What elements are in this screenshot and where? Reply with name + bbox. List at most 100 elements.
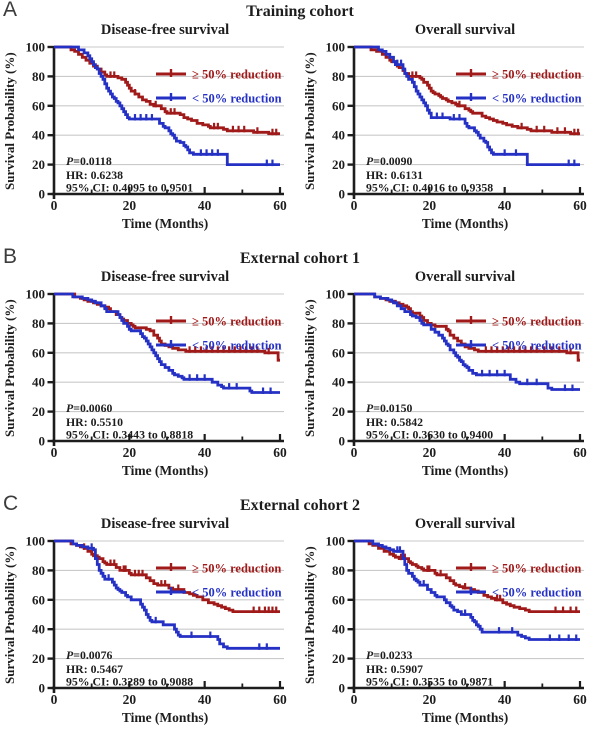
- legend-label-ge50: ≥ 50% reduction: [192, 315, 281, 329]
- stat-confidence-interval: 95% CI: 0.3443 to 0.8818: [66, 428, 193, 442]
- curve-ge50-reduction: [54, 539, 280, 613]
- stat-hazard-ratio: HR: 0.6238: [66, 168, 123, 182]
- x-axis-label: Time (Months): [421, 216, 509, 231]
- y-tick-label: 40: [332, 375, 345, 390]
- panel-letter-a: A: [3, 0, 18, 21]
- legend-label-lt50: < 50% reduction: [492, 339, 582, 353]
- plot-body: Survival Probability (%) 0 20 40 60 80 100 0 20…: [300, 533, 600, 711]
- charts-pair: Disease-free survival Survival Probabili…: [0, 515, 600, 726]
- y-tick-label: 60: [332, 98, 345, 113]
- x-tick-label: 0: [51, 198, 58, 213]
- stat-confidence-interval: 95% CI: 0.3535 to 0.9871: [366, 675, 493, 689]
- y-tick-label: 80: [32, 316, 45, 331]
- chart-title: Overall survival: [414, 22, 516, 38]
- y-tick-label: 40: [332, 622, 345, 637]
- stat-p-value: P=0.0076: [66, 648, 112, 662]
- x-tick-label: 60: [573, 198, 587, 213]
- legend-label-ge50: ≥ 50% reduction: [492, 562, 581, 576]
- cohort-title-external-1: External cohort 1: [240, 250, 360, 267]
- stat-p-value: P=0.0090: [366, 154, 412, 168]
- y-tick-label: 80: [32, 563, 45, 578]
- y-tick-label: 100: [26, 40, 46, 55]
- stat-hazard-ratio: HR: 0.5842: [366, 415, 423, 429]
- legend-label-ge50: ≥ 50% reduction: [492, 315, 581, 329]
- legend-label-lt50: < 50% reduction: [192, 92, 282, 106]
- stat-p-value: P=0.0060: [66, 401, 112, 415]
- stat-hazard-ratio: HR: 0.5510: [66, 415, 123, 429]
- y-tick-label: 60: [32, 592, 45, 607]
- legend-label-lt50: < 50% reduction: [492, 92, 582, 106]
- y-tick-label: 80: [332, 316, 345, 331]
- x-tick-label: 40: [198, 445, 212, 460]
- km-chart-external2-dfs: Disease-free survival Survival Probabili…: [0, 515, 300, 726]
- curve-ge50-reduction: [354, 539, 580, 613]
- x-tick-label: 0: [351, 198, 358, 213]
- x-tick-label: 20: [423, 692, 437, 707]
- x-tick-label: 20: [123, 198, 137, 213]
- legend-label-ge50: ≥ 50% reduction: [192, 562, 281, 576]
- y-axis-label: Survival Probability (%): [302, 52, 317, 190]
- plot-body: Survival Probability (%) 0 20 40 60 80 100 0 20…: [0, 533, 300, 711]
- stat-hazard-ratio: HR: 0.5907: [366, 662, 423, 676]
- x-tick-label: 60: [573, 692, 587, 707]
- stat-hazard-ratio: HR: 0.5467: [66, 662, 123, 676]
- y-tick-label: 0: [339, 681, 346, 696]
- y-tick-label: 20: [332, 651, 345, 666]
- curve-lt50-reduction: [354, 292, 580, 391]
- x-axis-label: Time (Months): [421, 463, 509, 478]
- x-tick-label: 60: [273, 445, 287, 460]
- legend-label-ge50: ≥ 50% reduction: [492, 68, 581, 82]
- chart-title: Disease-free survival: [100, 269, 230, 285]
- curve-ge50-reduction: [354, 45, 580, 136]
- km-chart-training-os: Overall survival Survival Probability (%…: [300, 21, 600, 232]
- y-axis-label: Survival Probability (%): [2, 546, 17, 684]
- y-tick-label: 20: [32, 651, 45, 666]
- chart-title: Disease-free survival: [100, 22, 230, 38]
- x-tick-label: 0: [351, 692, 358, 707]
- y-tick-label: 80: [332, 563, 345, 578]
- x-tick-label: 40: [498, 198, 512, 213]
- stat-confidence-interval: 95% CI: 0.4016 to 0.9358: [366, 181, 493, 195]
- x-axis-label: Time (Months): [121, 463, 209, 478]
- y-tick-label: 0: [339, 434, 346, 449]
- legend-label-lt50: < 50% reduction: [492, 586, 582, 600]
- x-axis-label: Time (Months): [121, 710, 209, 725]
- x-tick-label: 0: [51, 692, 58, 707]
- cohort-title-training: Training cohort: [246, 3, 354, 20]
- y-tick-label: 0: [339, 187, 346, 202]
- stat-confidence-interval: 95% CI: 0.4095 to 0.9501: [66, 181, 193, 195]
- y-tick-label: 40: [32, 622, 45, 637]
- chart-title: Overall survival: [414, 516, 516, 532]
- x-axis-label: Time (Months): [121, 216, 209, 231]
- km-chart-external2-os: Overall survival Survival Probability (%…: [300, 515, 600, 726]
- y-tick-label: 40: [32, 375, 45, 390]
- x-tick-label: 0: [51, 445, 58, 460]
- y-tick-label: 80: [32, 69, 45, 84]
- y-tick-label: 80: [332, 69, 345, 84]
- x-tick-label: 40: [198, 198, 212, 213]
- chart-title: Disease-free survival: [100, 516, 230, 532]
- x-tick-label: 40: [498, 445, 512, 460]
- y-axis-label: Survival Probability (%): [302, 299, 317, 437]
- curve-ge50-reduction: [54, 45, 280, 136]
- y-tick-label: 100: [26, 534, 46, 549]
- curve-lt50-reduction: [54, 539, 280, 650]
- y-tick-label: 60: [332, 345, 345, 360]
- plot-body: Survival Probability (%) 0 20 40 60 80 100 0 20…: [300, 286, 600, 464]
- cohort-title-external-2: External cohort 2: [240, 497, 360, 514]
- curve-lt50-reduction: [54, 45, 280, 166]
- y-tick-label: 0: [39, 434, 46, 449]
- y-tick-label: 40: [332, 128, 345, 143]
- y-axis-label: Survival Probability (%): [2, 52, 17, 190]
- x-tick-label: 20: [123, 445, 137, 460]
- charts-pair: Disease-free survival Survival Probabili…: [0, 268, 600, 479]
- legend-label-ge50: ≥ 50% reduction: [192, 68, 281, 82]
- legend-label-lt50: < 50% reduction: [192, 586, 282, 600]
- x-tick-label: 60: [573, 445, 587, 460]
- stat-hazard-ratio: HR: 0.6131: [366, 168, 423, 182]
- y-tick-label: 60: [32, 345, 45, 360]
- legend-label-lt50: < 50% reduction: [192, 339, 282, 353]
- charts-pair: Disease-free survival Survival Probabili…: [0, 21, 600, 232]
- km-plot: 0 20 40 60 80 100 0 20 40 60 ≥ 50% reduction < 50% …: [26, 534, 288, 708]
